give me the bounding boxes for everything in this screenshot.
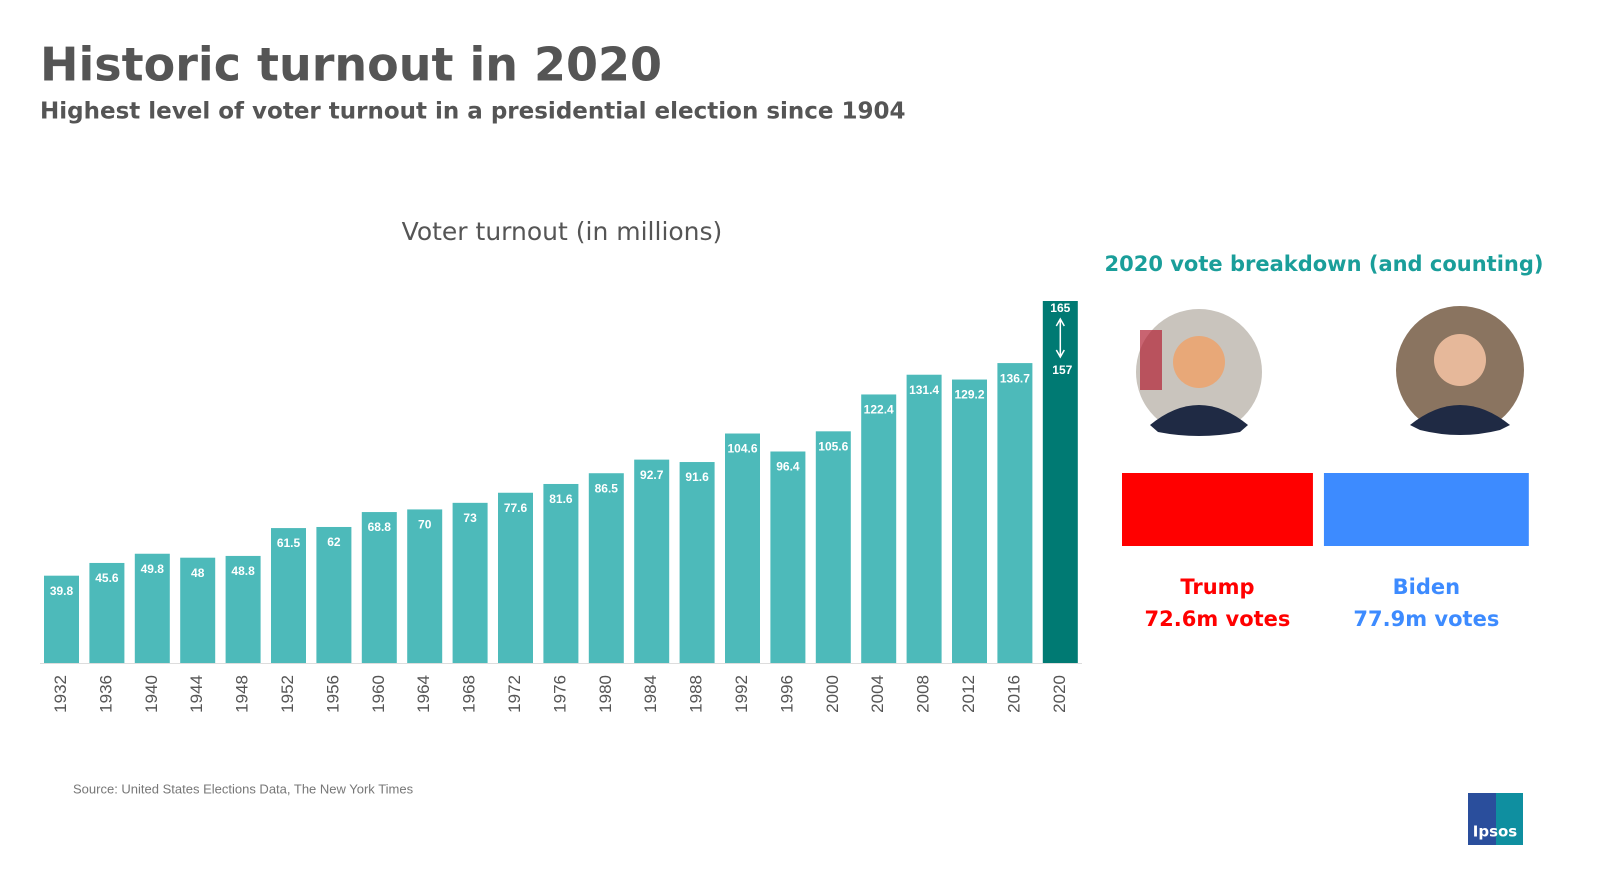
- vote-bar: [1323, 473, 1529, 546]
- bar: [588, 473, 624, 663]
- bar: [134, 553, 170, 663]
- value-label: 61.5: [277, 536, 301, 550]
- value-label: 48.8: [231, 564, 255, 578]
- bar: [180, 557, 216, 663]
- value-label: 105.6: [818, 439, 848, 453]
- value-label: 104.6: [727, 442, 757, 456]
- bar: [679, 462, 715, 663]
- value-label: 91.6: [685, 470, 709, 484]
- x-tick-label: 2012: [959, 675, 978, 713]
- bar: [815, 431, 851, 663]
- page-subtitle: Highest level of voter turnout in a pres…: [40, 99, 906, 125]
- x-tick-label: 1972: [505, 675, 524, 713]
- portrait-biden: [1396, 306, 1524, 435]
- value-label: 136.7: [1000, 371, 1030, 385]
- range-label: 157: [1052, 363, 1072, 377]
- bar: [952, 379, 987, 663]
- bar: [725, 433, 760, 663]
- bar: [1042, 301, 1078, 663]
- x-tick-label: 1948: [233, 675, 252, 713]
- x-tick-label: 1952: [278, 675, 297, 713]
- value-label: 165: [1050, 301, 1070, 315]
- bar: [361, 512, 397, 663]
- page-title: Historic turnout in 2020: [40, 38, 662, 92]
- vote-label: 77.9m votes: [1353, 607, 1499, 631]
- range-arrow: [1055, 317, 1065, 359]
- bar: [543, 483, 579, 663]
- vote-bar: [1122, 473, 1313, 546]
- value-label: 92.7: [640, 468, 664, 482]
- value-label: 70: [418, 518, 432, 532]
- x-tick-label: 1992: [732, 675, 751, 713]
- x-tick-label: 2020: [1050, 675, 1069, 713]
- x-tick-label: 1976: [550, 675, 569, 713]
- value-label: 73: [463, 511, 477, 525]
- x-tick-label: 1996: [777, 675, 796, 713]
- logo: Ipsos: [1468, 793, 1523, 845]
- bar: [225, 555, 261, 663]
- candidate-name: Biden: [1393, 575, 1460, 599]
- value-label: 45.6: [95, 571, 119, 585]
- logo-text: Ipsos: [1473, 823, 1518, 841]
- x-tick-label: 1944: [187, 675, 206, 713]
- x-tick-label: 1960: [369, 675, 388, 713]
- value-label: 81.6: [549, 492, 573, 506]
- value-label: 48: [191, 566, 205, 580]
- bar: [906, 374, 942, 663]
- bar: [89, 562, 125, 663]
- x-tick-label: 2008: [914, 675, 933, 713]
- chart-title: Voter turnout (in millions): [402, 217, 723, 246]
- bar: [316, 526, 352, 663]
- bar: [271, 528, 306, 663]
- portrait-trump: [1136, 309, 1262, 436]
- x-tick-label: 2004: [868, 675, 887, 713]
- bar: [770, 451, 806, 663]
- vote-label: 72.6m votes: [1145, 607, 1291, 631]
- breakdown-title: 2020 vote breakdown (and counting): [1104, 252, 1543, 276]
- bar: [634, 459, 670, 663]
- candidate-name: Trump: [1180, 575, 1254, 599]
- value-label: 62: [327, 535, 341, 549]
- value-label: 129.2: [954, 388, 984, 402]
- bar: [407, 509, 443, 663]
- source-note: Source: United States Elections Data, Th…: [73, 781, 414, 796]
- x-tick-label: 1956: [323, 675, 342, 713]
- value-label: 96.4: [776, 460, 800, 474]
- x-tick-label: 2000: [823, 675, 842, 713]
- bar: [44, 575, 79, 663]
- x-tick-label: 1936: [96, 675, 115, 713]
- bar: [498, 492, 533, 663]
- value-label: 49.8: [141, 562, 165, 576]
- x-tick-label: 1984: [641, 675, 660, 713]
- x-tick-label: 1980: [596, 675, 615, 713]
- x-tick-label: 1940: [142, 675, 161, 713]
- value-label: 131.4: [909, 383, 939, 397]
- bar: [997, 363, 1033, 663]
- x-tick-label: 2016: [1004, 675, 1023, 713]
- bar: [452, 502, 488, 663]
- value-label: 77.6: [504, 501, 528, 515]
- x-tick-label: 1988: [687, 675, 706, 713]
- value-label: 122.4: [864, 403, 894, 417]
- value-label: 39.8: [50, 584, 74, 598]
- x-tick-label: 1968: [460, 675, 479, 713]
- value-label: 68.8: [368, 520, 392, 534]
- x-tick-label: 1932: [51, 675, 70, 713]
- value-label: 86.5: [595, 481, 619, 495]
- bar: [861, 394, 897, 663]
- x-tick-label: 1964: [414, 675, 433, 713]
